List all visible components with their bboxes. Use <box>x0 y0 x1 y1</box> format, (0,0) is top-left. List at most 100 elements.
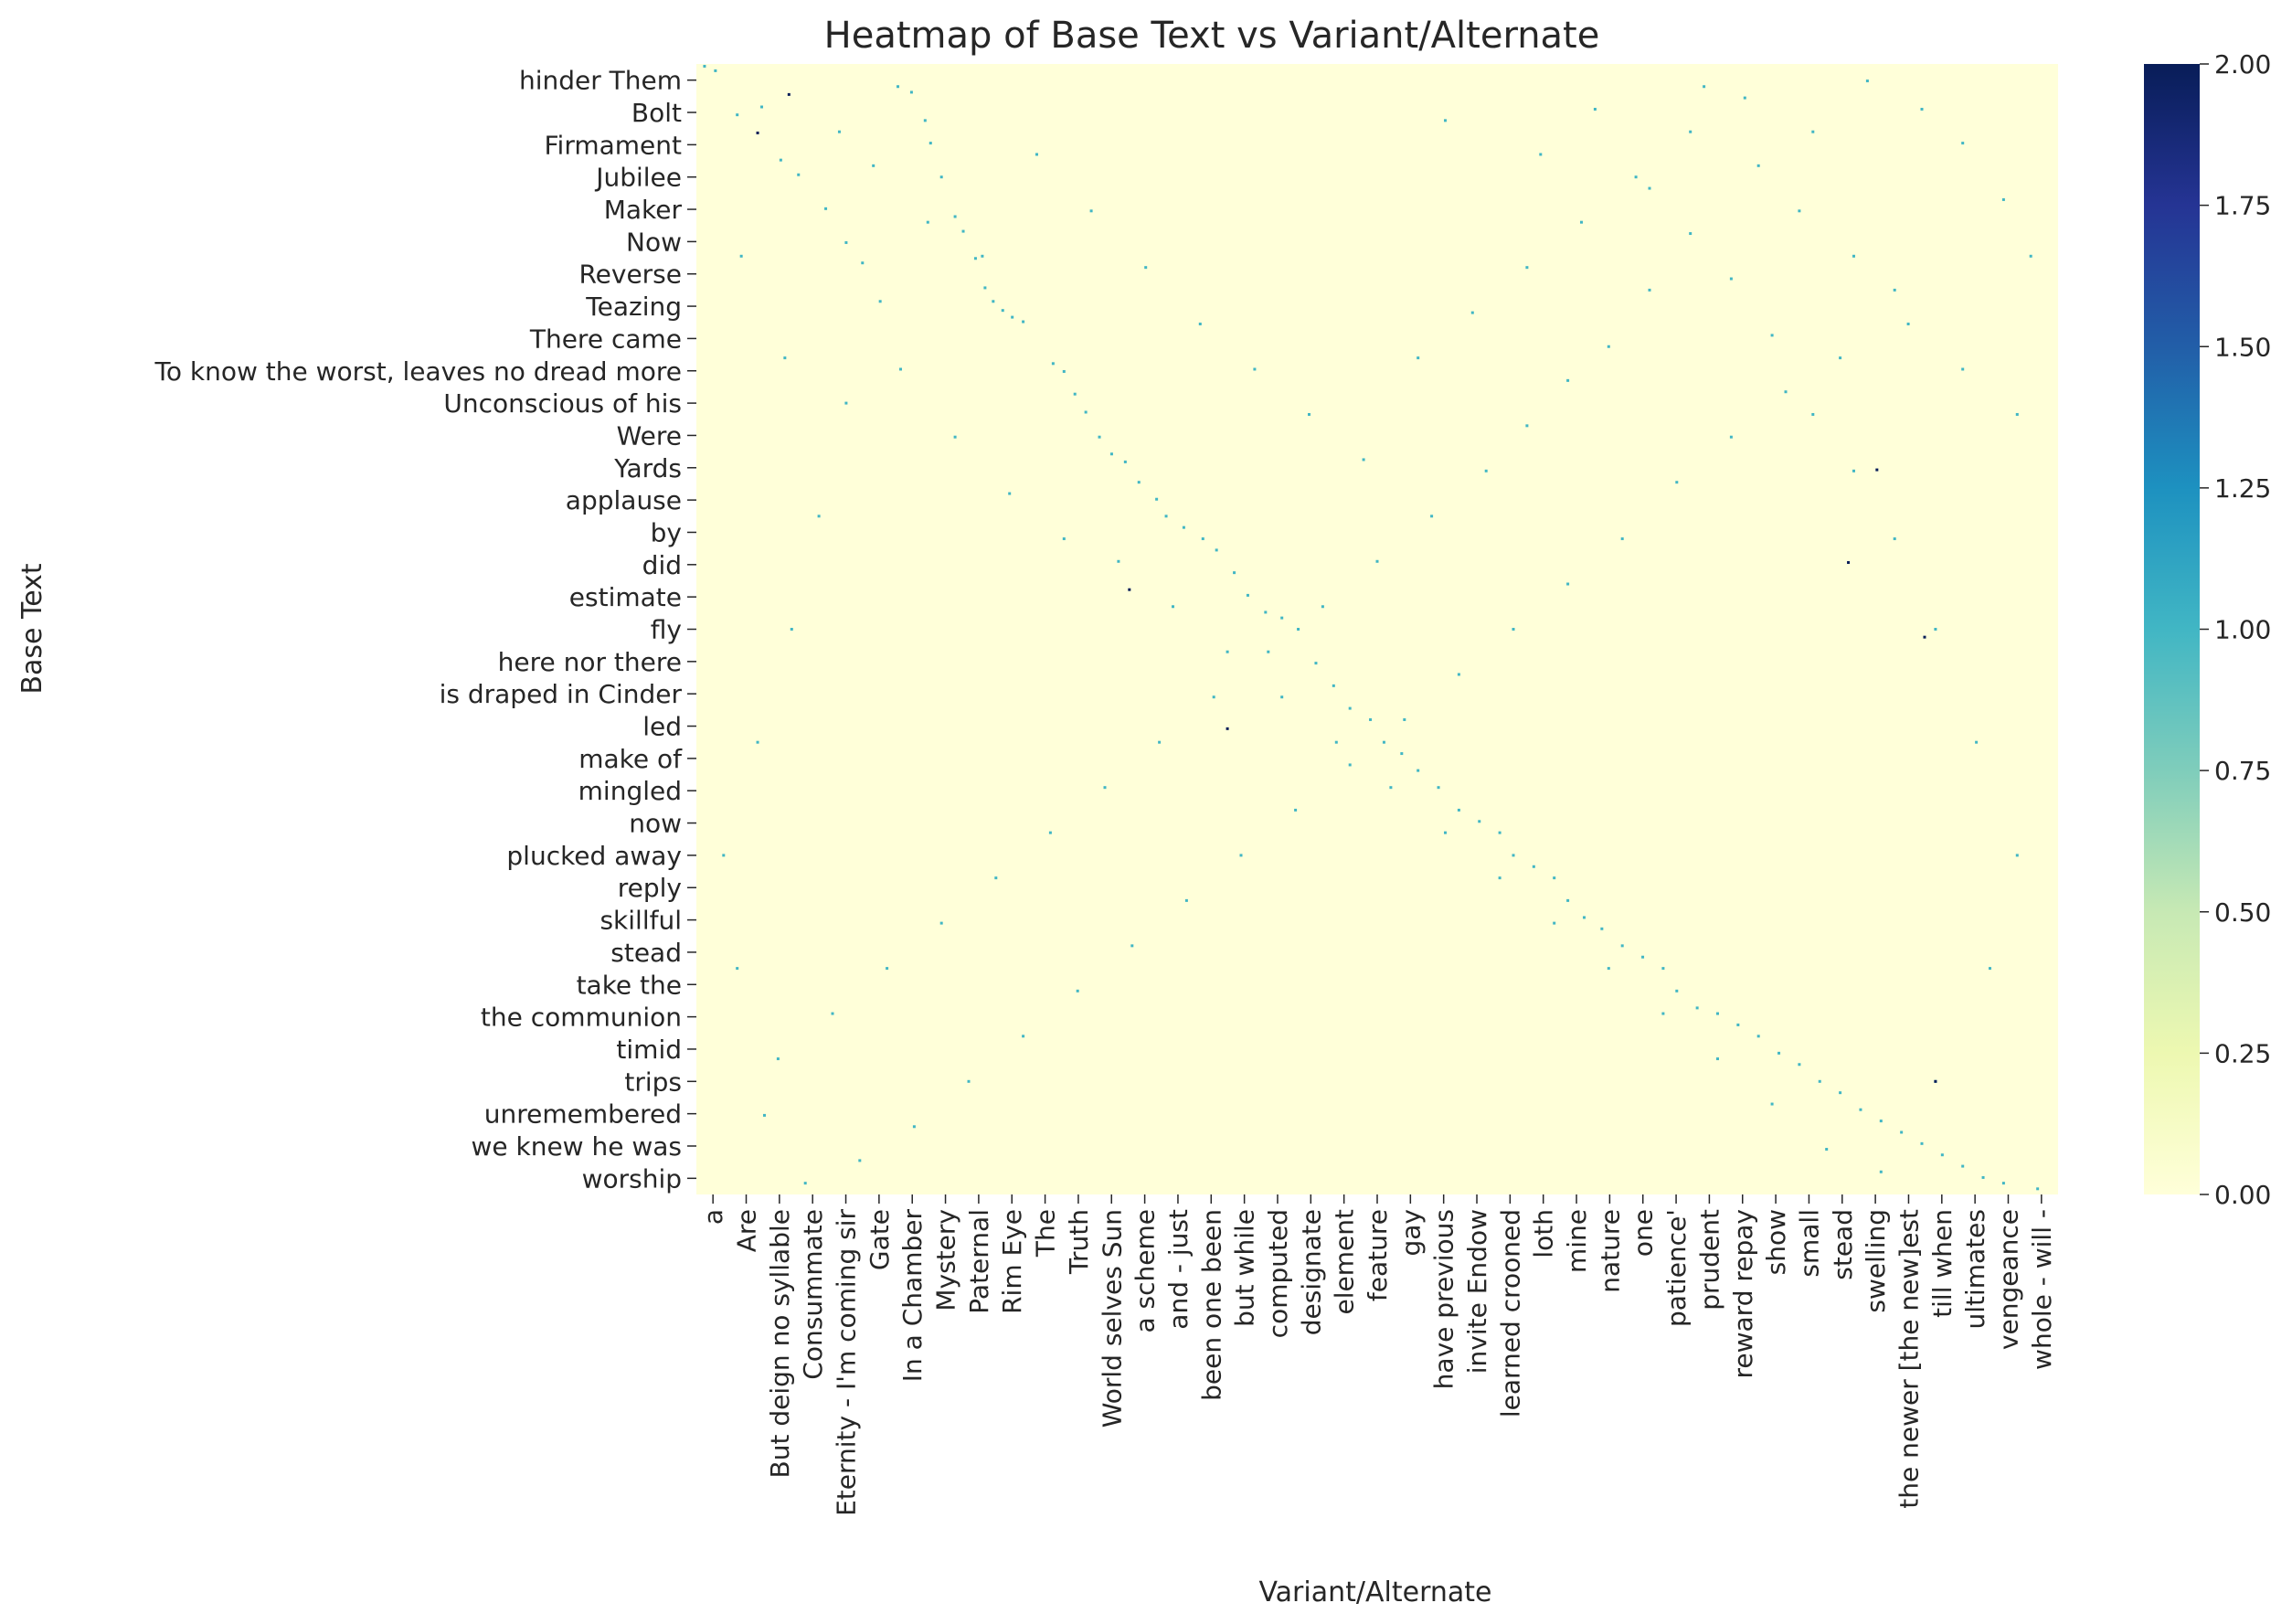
heatmap-cell <box>886 967 889 971</box>
colorbar-tick-label: 1.50 <box>2214 332 2271 362</box>
heatmap-cell <box>1280 616 1284 620</box>
heatmap-cell <box>953 215 957 218</box>
heatmap-cell <box>1253 367 1257 371</box>
heatmap-cell <box>1123 460 1127 463</box>
x-tick-label: In a Chamber <box>897 1209 928 1383</box>
x-tick-label: But deign no syllable <box>765 1209 795 1478</box>
heatmap-cell <box>817 515 821 518</box>
heatmap-cell <box>1893 537 1896 541</box>
heatmap-cell <box>1553 876 1556 880</box>
heatmap-cell <box>1689 232 1692 236</box>
colorbar-tick-label: 0.00 <box>2214 1180 2271 1210</box>
heatmap-cell <box>1348 763 1352 767</box>
heatmap-cell <box>1498 876 1501 880</box>
heatmap-cell <box>1297 628 1300 631</box>
heatmap-cell <box>1403 717 1406 721</box>
heatmap-cell <box>1155 497 1159 501</box>
heatmap-cell <box>783 356 787 360</box>
heatmap-cell <box>1689 130 1692 133</box>
y-tick-label: mingled <box>578 776 682 806</box>
heatmap-cell <box>1852 254 1855 258</box>
y-tick-label: estimate <box>569 582 682 612</box>
y-tick-label: Maker <box>604 195 683 225</box>
heatmap-cell <box>1989 967 1991 971</box>
heatmap-cell <box>1695 1006 1699 1010</box>
x-tick-label: designate <box>1296 1209 1326 1335</box>
heatmap-cell <box>1852 469 1855 472</box>
y-tick-label: the communion <box>481 1003 682 1033</box>
heatmap-cell <box>1158 740 1162 744</box>
heatmap-cell <box>1073 392 1077 396</box>
heatmap-cell <box>1756 1035 1760 1038</box>
x-tick-label: Rim Eye <box>997 1209 1027 1314</box>
heatmap-cell <box>1215 548 1218 552</box>
heatmap-plot-area <box>696 64 2058 1194</box>
x-tick-label: have previous <box>1429 1209 1459 1389</box>
heatmap-cell <box>1580 220 1583 224</box>
heatmap-cell <box>1620 944 1624 948</box>
colorbar-ticks: 0.00 0.25 0.50 0.75 1.00 1.25 1.50 1.75 2.00 <box>2200 49 2271 1210</box>
heatmap-cell <box>1484 469 1488 472</box>
heatmap-cell <box>1607 345 1610 348</box>
heatmap-cell <box>1879 1120 1883 1123</box>
heatmap-cell <box>1798 1063 1801 1067</box>
heatmap-cell <box>739 254 743 258</box>
heatmap-cell <box>1172 605 1174 609</box>
heatmap-cell <box>787 92 791 96</box>
heatmap-cell <box>1362 458 1365 462</box>
heatmap-cell <box>722 854 726 857</box>
heatmap-cell <box>1716 1057 1719 1061</box>
heatmap-cell <box>1975 740 1979 744</box>
heatmap-cell <box>714 69 717 72</box>
heatmap-cell <box>1934 628 1937 631</box>
heatmap-cell <box>912 1125 916 1129</box>
heatmap-cell <box>1920 1141 1924 1145</box>
heatmap-cell <box>1117 559 1120 563</box>
heatmap-cell <box>1182 525 1185 529</box>
heatmap-cell <box>1164 515 1168 518</box>
heatmap-cell <box>1600 927 1604 930</box>
y-tick-label: Reverse <box>578 260 682 290</box>
heatmap-cell <box>2015 412 2019 416</box>
y-tick-label: Were <box>617 420 682 451</box>
heatmap-cell <box>1906 323 1910 326</box>
x-tick-label: loth <box>1529 1209 1559 1258</box>
heatmap-cell <box>1716 1012 1719 1015</box>
heatmap-cell <box>1675 481 1679 484</box>
heatmap-cell <box>1457 808 1460 812</box>
heatmap-cell <box>928 142 932 145</box>
heatmap-cell <box>763 1113 766 1117</box>
heatmap-cell <box>1940 1153 1944 1157</box>
y-tick-label: Yards <box>613 453 682 483</box>
heatmap-cell <box>1770 334 1774 337</box>
heatmap-cell <box>1130 944 1134 948</box>
y-tick-label: now <box>629 809 682 839</box>
heatmap-cell <box>1089 209 1093 213</box>
heatmap-cell <box>1512 628 1515 631</box>
x-tick-label: small <box>1794 1209 1824 1278</box>
heatmap-cell <box>1382 740 1385 744</box>
y-tick-label: make of <box>578 744 683 774</box>
colorbar-tick-label: 2.00 <box>2214 49 2271 80</box>
heatmap-cell <box>899 367 902 371</box>
heatmap-cell <box>803 1182 807 1185</box>
x-tick-label: patience' <box>1661 1209 1692 1327</box>
y-axis-ticks: hinder ThemBoltFirmamentJubileeMakerNowR… <box>154 66 696 1194</box>
heatmap-cell <box>992 300 995 303</box>
y-tick-label: To know the worst, leaves no dread more <box>154 356 682 387</box>
heatmap-cell <box>1961 367 1965 371</box>
x-tick-label: Mystery <box>931 1209 961 1311</box>
heatmap-cell <box>1634 175 1638 179</box>
heatmap-cell <box>1389 786 1393 790</box>
heatmap-cell <box>1098 435 1101 439</box>
heatmap-cell <box>1246 593 1249 597</box>
x-tick-label: Consummate <box>798 1209 828 1380</box>
heatmap-cell <box>1022 320 1025 324</box>
heatmap-cell <box>1184 898 1188 902</box>
heatmap-cell <box>1736 1023 1740 1026</box>
heatmap-cell <box>1267 650 1270 653</box>
heatmap-cell <box>736 967 739 971</box>
heatmap-cell <box>2001 197 2005 201</box>
heatmap-cell <box>1875 468 1879 472</box>
